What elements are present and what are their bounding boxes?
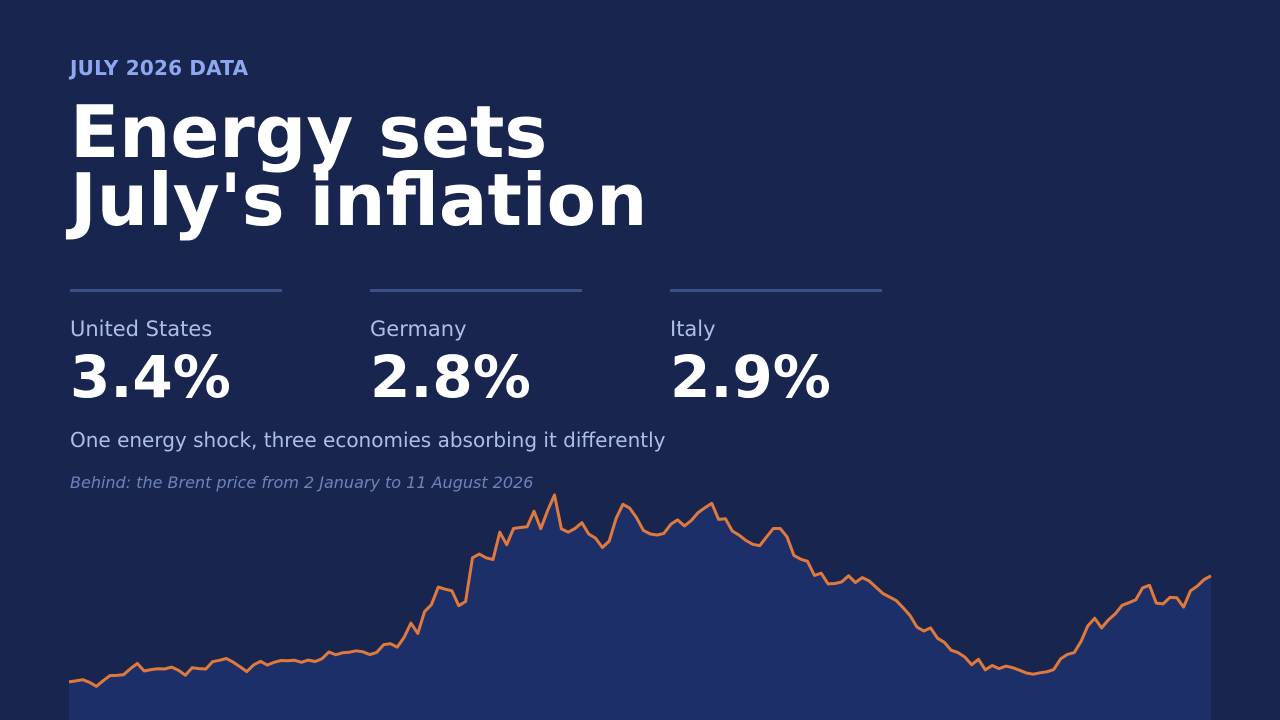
brent-price-area [69, 495, 1211, 720]
stat-italy: Italy 2.9% [670, 289, 882, 409]
stat-country: Germany [370, 317, 467, 341]
headline-line-2: July's inflation [70, 158, 648, 242]
stat-divider [370, 289, 582, 292]
headline: Energy sets July's inflation [70, 90, 648, 242]
stat-value: 2.8% [370, 343, 531, 411]
stat-united-states: United States 3.4% [70, 289, 282, 409]
subtitle: One energy shock, three economies absorb… [70, 428, 666, 452]
stat-value: 2.9% [670, 343, 831, 411]
stat-country: United States [70, 317, 213, 341]
stat-divider [670, 289, 882, 292]
chart-caption: Behind: the Brent price from 2 January t… [70, 473, 534, 492]
headline-line-1: Energy sets [70, 90, 548, 174]
eyebrow-label: JULY 2026 DATA [70, 56, 249, 80]
stat-divider [70, 289, 282, 292]
stat-germany: Germany 2.8% [370, 289, 582, 409]
stat-country: Italy [670, 317, 716, 341]
brent-price-line [68, 493, 1212, 688]
stat-value: 3.4% [70, 343, 231, 411]
